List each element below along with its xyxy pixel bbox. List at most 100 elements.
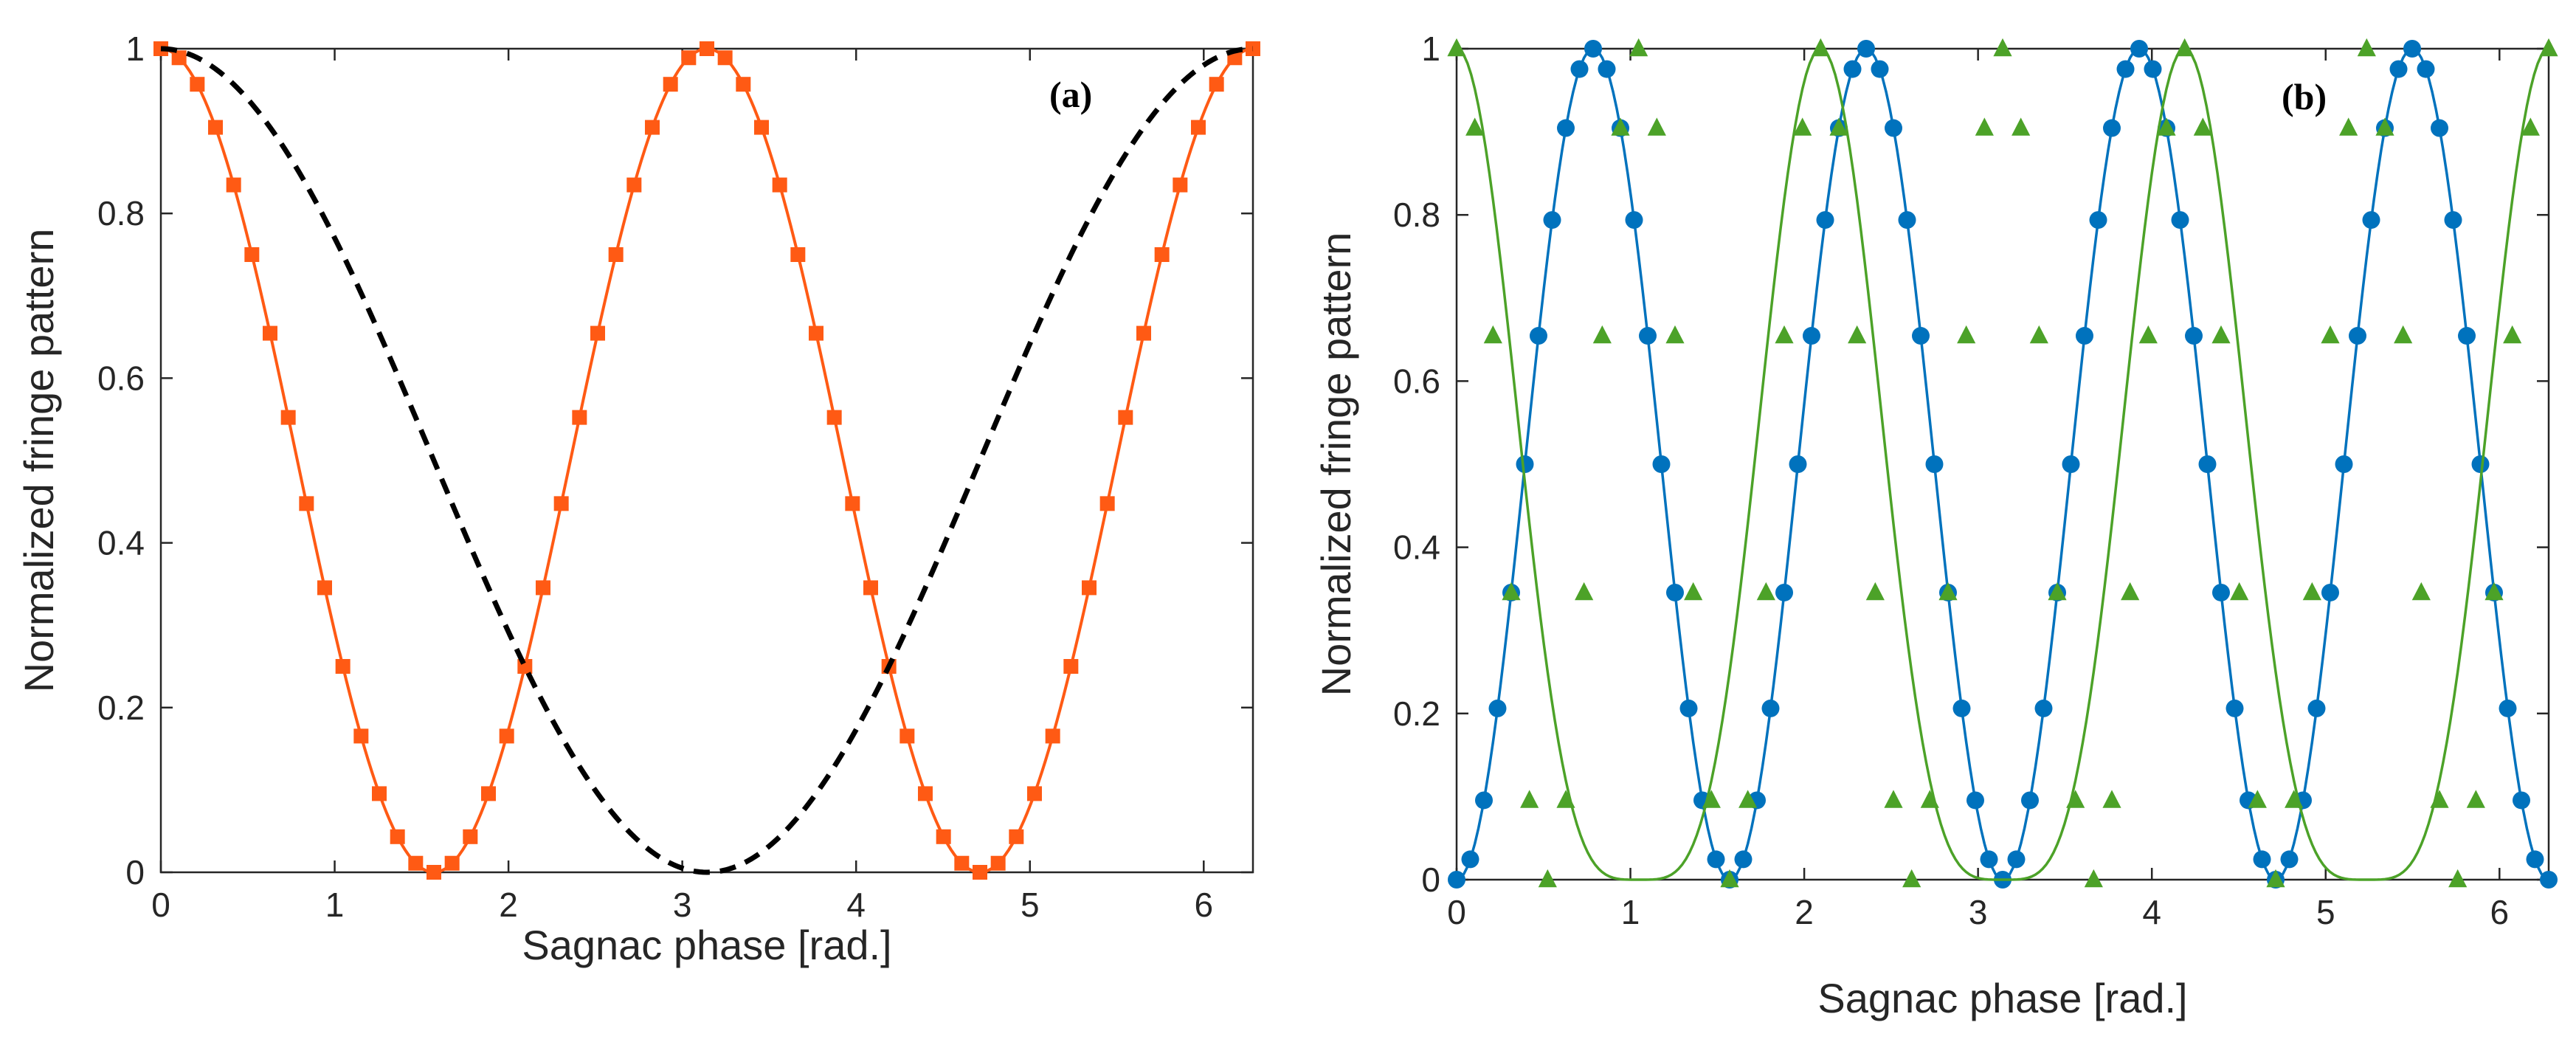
panel-b-series-blue-circles-point <box>2444 211 2462 230</box>
panel-b-series-blue-circles-point <box>2362 211 2380 230</box>
panel-b-series-green-triangles-point <box>2029 325 2048 344</box>
panel-b-series-blue-circles-point <box>1912 327 1930 345</box>
panel-a-series-orange-squares-point <box>1009 829 1024 844</box>
panel-a-series-orange-squares-point <box>754 120 770 135</box>
panel-a-series <box>153 41 1260 880</box>
panel-b-series-blue-circles-point <box>1556 119 1575 137</box>
panel-b-x-tick-label: 0 <box>1447 893 1466 931</box>
panel-b-series-green-triangles-point <box>1957 325 1976 344</box>
panel-a-x-tick-label: 6 <box>1194 886 1213 924</box>
panel-a-series-orange-squares-point <box>1026 786 1042 801</box>
panel-b-series-green-triangles-point <box>1575 582 1594 601</box>
panel-b-x-tick-label: 5 <box>2316 893 2335 931</box>
panel-b-series-green-triangles-point <box>1720 869 1739 888</box>
panel-a-series-orange-squares-point <box>408 855 424 871</box>
panel-a-x-ticks: 0 1 2 3 4 5 6 <box>151 49 1213 924</box>
panel-b-series-blue-circles-point <box>1775 583 1794 601</box>
panel-b-series-green-triangles-point <box>1520 790 1539 808</box>
panel-b-series-blue-circles-point <box>1871 60 1889 78</box>
panel-b-y-tick-label: 0.4 <box>1393 528 1440 567</box>
panel-a-series-orange-squares-point <box>1063 659 1079 674</box>
panel-b-series-green-triangles-point <box>1975 117 1994 136</box>
panel-a-y-tick-label: 0.8 <box>97 194 145 232</box>
panel-b-series-green-triangles-point <box>2503 325 2522 344</box>
panel-a-y-ticks: 0 0.2 0.4 0.6 0.8 1 <box>97 30 1253 891</box>
panel-a-series-orange-squares-point <box>427 865 441 880</box>
panel-b-series-green-triangles-point <box>1611 117 1630 136</box>
panel-b-series-blue-circles-point <box>2021 791 2040 810</box>
panel-b-series-green-triangles-point <box>2230 582 2249 601</box>
panel-b-x-ticks: 0 1 2 3 4 5 6 <box>1447 49 2509 931</box>
panel-b-series-green-triangles-point <box>2266 869 2285 888</box>
panel-b-series-blue-circles-point <box>2102 119 2121 137</box>
panel-b-series-green-triangles-point <box>2121 582 2140 601</box>
panel-a-series-orange-squares-point <box>1190 120 1206 135</box>
panel-a-y-tick-label: 1 <box>125 30 145 68</box>
panel-a-series-black-dashed <box>160 46 1254 875</box>
panel-b-series-green-triangles-point <box>1793 117 1812 136</box>
panel-b-series-green-triangles-point <box>1702 790 1721 808</box>
panel-b-series-blue-circles-point <box>2431 119 2449 137</box>
panel-b-y-tick-label: 0.2 <box>1393 694 1440 733</box>
panel-a-chart: 0 1 2 3 4 5 6 0 0.2 0.4 0.6 0.8 1 (a) Sagnac phase … <box>15 30 1260 968</box>
panel-b-series-blue-circles-point <box>1857 40 1875 58</box>
panel-b-series-blue-circles-point <box>1448 871 1465 889</box>
panel-b-series-green-triangles-point <box>1920 790 1939 808</box>
panel-a-series-orange-squares-point <box>317 580 333 596</box>
panel-b-series-green-triangles-point <box>2048 582 2067 601</box>
panel-a-x-axis-label: Sagnac phase [rad.] <box>522 922 891 968</box>
panel-b-series-blue-circles-point <box>1516 455 1534 473</box>
panel-b-series-blue-circles-point <box>1584 40 1602 58</box>
panel-b-series-green-triangles-point <box>2411 582 2431 601</box>
panel-b-series-blue-circles-point <box>2540 871 2558 889</box>
panel-a-series-orange-squares-point <box>608 247 624 262</box>
panel-a-x-tick-label: 0 <box>151 886 170 924</box>
panel-b-x-tick-label: 1 <box>1621 893 1640 931</box>
panel-a-x-tick-label: 1 <box>325 886 345 924</box>
panel-b-series-green-triangles-point <box>2211 325 2231 344</box>
panel-a-series-orange-squares-point <box>190 77 205 92</box>
panel-b-series-blue-circles-point <box>1843 60 1862 78</box>
panel-a-series-orange-squares-point <box>954 855 970 871</box>
panel-a-series-orange-squares-point <box>790 247 806 262</box>
panel-b-series-green-triangles-point <box>2357 38 2376 57</box>
panel-a-series-orange-squares-point <box>280 410 296 425</box>
panel-b-series-green-triangles-point <box>1483 325 1502 344</box>
panel-a-series-orange-squares-point <box>626 177 642 193</box>
panel-a-series-orange-squares-point <box>1099 496 1115 511</box>
panel-a-series-black-dashed-line <box>160 46 1254 875</box>
panel-a-x-tick-label: 2 <box>499 886 518 924</box>
panel-b-series-blue-circles-point <box>1707 850 1725 869</box>
panel-a-series-orange-squares-point <box>1154 247 1170 262</box>
panel-b-series-blue-circles-point <box>2225 699 2244 717</box>
panel-b-series-blue-circles-point <box>1885 119 1903 137</box>
panel-a-series-orange-squares-point <box>1118 410 1133 425</box>
panel-b-series-green-triangles-point <box>2066 790 2085 808</box>
panel-b-series-green-triangles-point <box>1665 325 1685 344</box>
panel-a-series-orange-squares-point <box>171 50 187 66</box>
panel-a-y-tick-label: 0.4 <box>97 524 145 562</box>
panel-b-series-green-triangles-point <box>2138 325 2158 344</box>
panel-a-series-orange-squares-point <box>700 41 714 56</box>
panel-b-series-green-triangles-point <box>2248 790 2267 808</box>
panel-b-series-blue-circles-point <box>1898 211 1916 230</box>
panel-b-y-tick-label: 0 <box>1421 860 1440 899</box>
panel-b-series-blue-circles-point <box>2471 455 2490 473</box>
panel-b-series-blue-circles-point <box>1802 327 1820 345</box>
panel-b-series-green-triangles-point <box>2339 117 2358 136</box>
panel-b-series-blue-circles-point <box>1461 850 1479 869</box>
panel-b-series-green-triangles-point <box>1447 38 1466 57</box>
panel-b-series-blue-circles-point <box>1665 583 1684 601</box>
panel-b-series-green-triangles-point <box>2302 582 2321 601</box>
panel-b-series-green-triangles-point <box>1502 582 1521 601</box>
panel-a-series-orange-squares-point <box>499 728 514 744</box>
panel-b-series-green-triangles-point <box>1738 790 1758 808</box>
panel-b-series-green-triangles-point <box>2485 582 2504 601</box>
panel-b-x-tick-label: 6 <box>2490 893 2509 931</box>
panel-b-label: (b) <box>2282 76 2327 117</box>
panel-b-series-green-triangles-point <box>1556 790 1575 808</box>
panel-b-series-green-triangles-point <box>2285 790 2304 808</box>
panel-b-y-tick-label: 0.8 <box>1393 196 1440 234</box>
panel-b-series-blue-circles-point <box>2403 40 2421 58</box>
panel-b-series-blue-circles <box>1448 40 2558 889</box>
